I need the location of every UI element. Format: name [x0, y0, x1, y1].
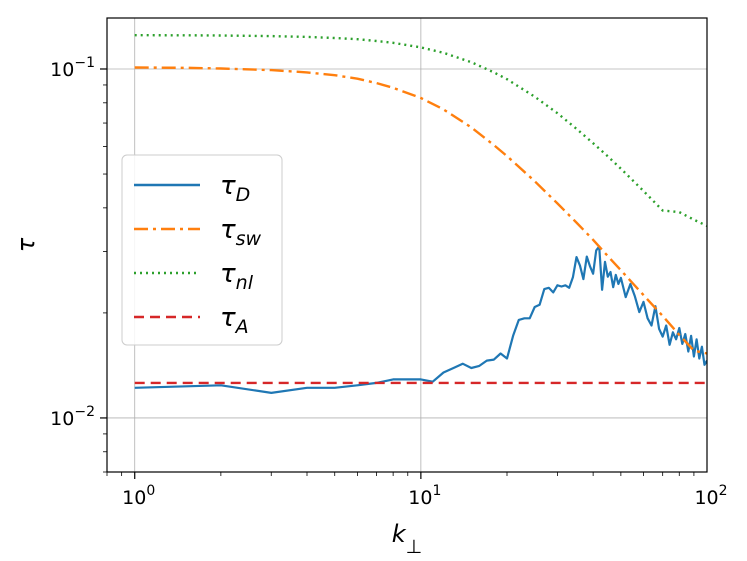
- y-axis-label: τ: [12, 237, 40, 252]
- legend-label-d: τD: [220, 171, 250, 206]
- x-tick-label: 101: [408, 483, 441, 509]
- x-axis-label: k⊥: [392, 520, 422, 558]
- x-tick-label: 102: [694, 483, 727, 509]
- y-tick-label: 10−1: [50, 55, 95, 81]
- legend: τD τsw τnl τA: [121, 154, 283, 346]
- legend-box: [121, 154, 283, 346]
- plot-frame: [106, 17, 708, 473]
- x-tick-label: 100: [122, 483, 155, 509]
- tick-labels: 100 101 102 10−2 10−1: [50, 55, 727, 509]
- series-line-d: [134, 245, 707, 394]
- axis-ticks: [100, 68, 695, 479]
- series-line-sw: [134, 66, 707, 355]
- legend-label-a: τA: [220, 303, 249, 338]
- y-tick-label: 10−2: [50, 404, 95, 430]
- legend-label-sw: τsw: [220, 215, 262, 250]
- legend-label-nl: τnl: [220, 259, 254, 294]
- series-lines: [134, 34, 707, 394]
